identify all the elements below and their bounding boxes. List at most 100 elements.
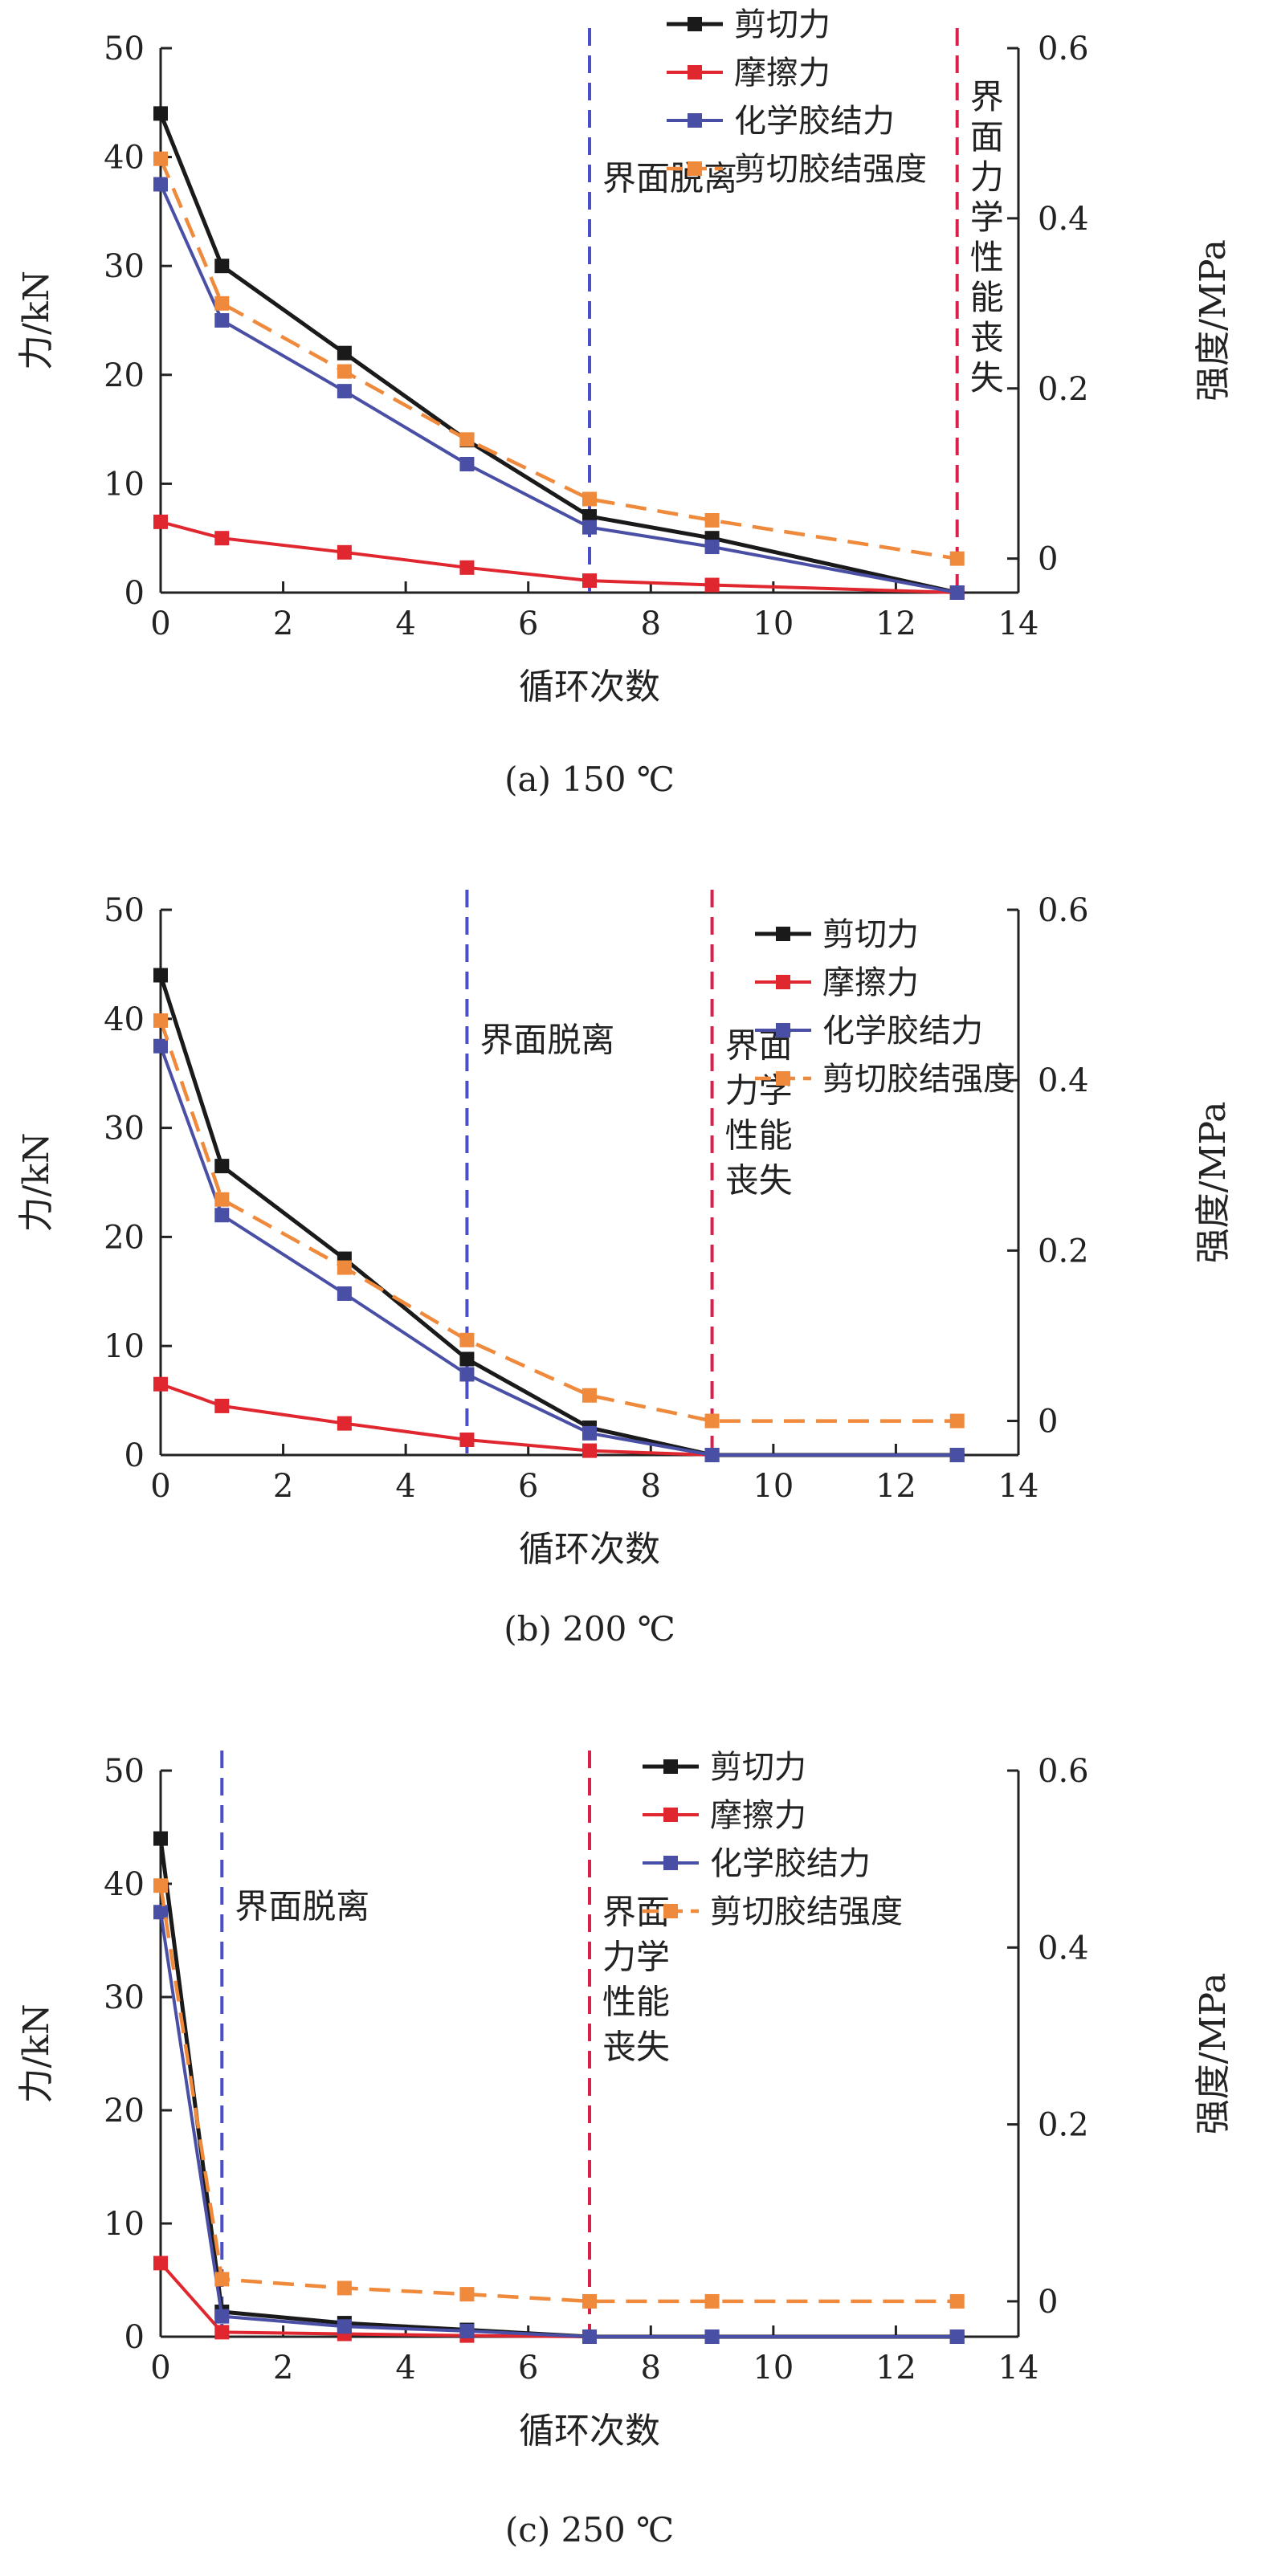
x-tick-label: 0 (150, 2350, 170, 2386)
x-tick-label: 10 (753, 605, 794, 642)
series-point-2 (704, 1448, 720, 1462)
x-tick-label: 2 (273, 1468, 293, 1505)
legend-swatch-marker (776, 975, 790, 989)
x-tick-label: 6 (518, 605, 538, 642)
property-loss-label: 性 (970, 238, 1004, 277)
legend-label: 剪切胶结强度 (822, 1061, 1015, 1098)
series-point-1 (214, 2325, 230, 2340)
debond-label: 界面脱离 (479, 1021, 614, 1060)
y2-tick-label: 0.6 (1038, 31, 1089, 67)
y-tick-label: 20 (104, 357, 145, 394)
series-point-2 (214, 313, 230, 328)
y2-tick-label: 0 (1038, 1404, 1058, 1441)
y-tick-label: 30 (104, 1979, 145, 2016)
series-point-3 (214, 1192, 230, 1207)
property-loss-label: 丧失 (602, 2027, 670, 2066)
series-point-1 (337, 544, 352, 560)
series-line-1 (160, 1382, 712, 1457)
legend-label: 剪切力 (734, 6, 830, 43)
series-point-3 (337, 2280, 352, 2296)
y-axis-title: 力/kN (16, 2004, 57, 2104)
property-loss-label: 失 (970, 358, 1004, 397)
property-loss-label: 界面 (602, 1892, 670, 1931)
y-tick-label: 10 (104, 2206, 145, 2243)
x-axis-title: 循环次数 (519, 2411, 660, 2452)
chart-panel-a: 0 2 4 6 8 10 12 14 0 10 20 30 40 50 0 0.2 0.4 0.6 力/kN 强度/M… (16, 6, 1234, 799)
y-tick-label: 50 (104, 31, 145, 67)
series-point-2 (582, 520, 597, 535)
series-point-3 (337, 1260, 352, 1275)
y2-tick-label: 0 (1038, 2284, 1058, 2321)
y-axis-title: 力/kN (16, 1133, 57, 1233)
series-point-2 (582, 1425, 597, 1441)
y-tick-label: 30 (104, 248, 145, 285)
x-tick-label: 8 (641, 2350, 661, 2386)
x-axis-title: 循环次数 (519, 1529, 660, 1570)
series-point-3 (582, 2293, 597, 2309)
series-point-2 (153, 1905, 168, 1920)
x-tick-label: 12 (875, 605, 916, 642)
series-point-2 (337, 1286, 352, 1302)
x-tick-label: 2 (273, 605, 293, 642)
series-point-0 (459, 1351, 475, 1367)
chart-panel-b: 0 2 4 6 8 10 12 14 0 10 20 30 40 50 0 0.2 0.4 0.6 力/kN 强度/M… (16, 890, 1234, 1649)
property-loss-label: 面 (970, 117, 1004, 157)
series-point-2 (459, 1367, 475, 1382)
x-tick-label: 6 (518, 1468, 538, 1505)
series-point-2 (949, 2329, 965, 2344)
series-point-1 (704, 577, 720, 593)
legend-swatch-marker (688, 113, 702, 128)
x-tick-label: 6 (518, 2350, 538, 2386)
y-tick-label: 50 (104, 892, 145, 929)
y-tick-label: 0 (124, 1437, 145, 1474)
x-tick-label: 4 (395, 605, 415, 642)
x-tick-label: 0 (150, 605, 170, 642)
y-tick-label: 20 (104, 1219, 145, 1256)
property-loss-label: 力 (970, 157, 1004, 197)
series-point-2 (582, 2329, 597, 2344)
series-line-2 (159, 183, 958, 594)
series-point-2 (459, 2323, 475, 2338)
series-point-1 (214, 531, 230, 546)
series-line-3 (158, 1885, 957, 2304)
x-tick-label: 4 (395, 1468, 415, 1505)
property-loss-label: 性能 (725, 1115, 793, 1155)
x-tick-label: 8 (641, 605, 661, 642)
x-tick-label: 14 (998, 1468, 1039, 1505)
y2-tick-label: 0.4 (1038, 201, 1089, 238)
series-point-3 (214, 296, 230, 311)
series-point-2 (704, 2329, 720, 2344)
y2-tick-label: 0.2 (1038, 2107, 1089, 2144)
series-point-3 (704, 2293, 720, 2309)
y-tick-label: 0 (124, 2319, 145, 2356)
y2-axis-title: 强度/MPa (1193, 1973, 1234, 2135)
series-point-1 (582, 1443, 597, 1458)
series-point-0 (582, 509, 597, 524)
series-point-1 (153, 2256, 168, 2271)
series-point-3 (153, 1878, 168, 1893)
y-tick-label: 40 (104, 140, 145, 177)
legend-swatch-marker (663, 1808, 678, 1822)
x-tick-label: 4 (395, 2350, 415, 2386)
legend-label: 化学胶结力 (710, 1845, 871, 1882)
series-point-3 (214, 2272, 230, 2287)
y-tick-label: 40 (104, 1866, 145, 1903)
chart-panel-c: 0 2 4 6 8 10 12 14 0 10 20 30 40 50 0 0.2 0.4 0.6 力/kN 强度/M… (16, 1749, 1234, 2550)
legend-swatch-marker (688, 65, 702, 79)
y2-tick-label: 0.4 (1038, 1062, 1089, 1099)
legend-label: 剪切胶结强度 (710, 1893, 903, 1930)
series-point-3 (459, 2287, 475, 2302)
y-tick-label: 10 (104, 1328, 145, 1365)
property-loss-label: 能 (970, 278, 1004, 317)
series-point-1 (153, 1376, 168, 1392)
y-tick-label: 30 (104, 1111, 145, 1147)
legend-swatch-marker (776, 927, 790, 941)
series-line-2 (159, 1912, 957, 2338)
debond-label: 界面脱离 (602, 158, 737, 198)
series-point-0 (337, 345, 352, 361)
series-point-2 (214, 2309, 230, 2324)
series-point-1 (153, 514, 168, 529)
series-point-1 (582, 573, 597, 589)
